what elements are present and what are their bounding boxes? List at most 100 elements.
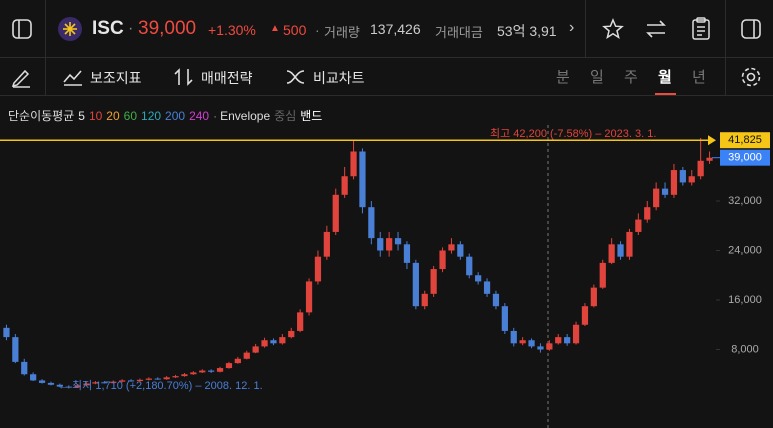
strategy-button[interactable]: 매매전략 [201, 70, 253, 86]
candle-body [412, 262, 419, 307]
volume: 137,426 [370, 21, 421, 37]
candle-body [368, 207, 375, 239]
swap-icon[interactable] [645, 18, 667, 40]
candle-body [323, 231, 330, 257]
indicators-button[interactable]: 보조지표 [90, 70, 142, 86]
candle-body [252, 346, 259, 353]
candle-body [56, 384, 63, 387]
candle-body [30, 374, 37, 381]
draw-icon[interactable] [10, 66, 32, 88]
candle-body [599, 262, 606, 288]
price: 39,000 [138, 18, 197, 39]
indicator-icon[interactable] [62, 67, 84, 87]
candle-body [154, 378, 161, 380]
period-tab[interactable]: 주 [624, 69, 638, 86]
candle-body [145, 378, 152, 380]
indicator-bar: 단순이동평균 5 10 20 60 120 200 240 · Envelope 중심 밴드 [0, 104, 773, 124]
panel-icon[interactable] [741, 19, 761, 39]
y-tick-label: 24,000 [728, 244, 762, 256]
ma-period: 60 [123, 109, 138, 123]
candle-body [288, 330, 295, 338]
candle-body [555, 337, 562, 344]
max-note: 최고 42,200 (-7.58%) – 2023. 3. 1. [490, 127, 656, 140]
candle-body [270, 340, 277, 344]
candle-body [119, 380, 126, 382]
candle-body [670, 170, 678, 195]
candle-body [688, 176, 695, 183]
candle-body [519, 340, 526, 344]
high-arrow [708, 135, 716, 146]
indicator-legend: 단순이동평균 5 10 20 60 120 200 240 · Envelope 중심 밴드 [8, 107, 322, 124]
header: ISC · 39,000 +1.30% ▲ 500 · 거래량 137,426 … [0, 0, 773, 58]
layout-icon[interactable] [12, 19, 32, 39]
candle-body [644, 207, 651, 220]
candle-body [38, 380, 46, 383]
symbol: ISC [92, 18, 124, 39]
logo [58, 17, 82, 41]
candle-body [421, 293, 428, 307]
candle-body [626, 231, 633, 257]
candle-body [341, 176, 348, 195]
candle-body [65, 386, 72, 388]
candle-body [386, 238, 393, 251]
candle-body [706, 157, 713, 161]
candle-body [163, 377, 170, 380]
min-note: ← 최저 1,710 (+2,180.70%) – 2008. 12. 1. [58, 379, 263, 392]
compare-icon[interactable] [285, 67, 307, 87]
y-tick-label: 8,000 [731, 343, 759, 355]
candle-body [74, 385, 81, 388]
strategy-icon[interactable] [173, 67, 195, 87]
settings-icon[interactable] [739, 65, 763, 89]
candle-body [697, 160, 704, 177]
candle-body [679, 170, 686, 183]
candle-body [466, 256, 473, 276]
candle-body [110, 381, 117, 383]
candle-body [475, 275, 482, 282]
envelope-center: 중심 [274, 109, 297, 123]
candle-body [572, 324, 580, 344]
candle-body [136, 379, 144, 382]
envelope-band: 밴드 [300, 109, 323, 123]
candle-body [261, 340, 268, 347]
change: 500 [283, 22, 307, 38]
ma-period: 240 [189, 109, 210, 123]
compare-button[interactable]: 비교차트 [313, 70, 365, 86]
candle-body [653, 188, 660, 208]
period-tab[interactable]: 월 [658, 69, 672, 86]
more-arrow[interactable]: › [569, 19, 575, 36]
period-tab[interactable]: 일 [590, 69, 604, 86]
candle-body [216, 368, 224, 372]
candle-body [181, 374, 188, 377]
candle-body [359, 151, 366, 208]
candle-body [3, 327, 10, 338]
ma-period: 200 [165, 109, 186, 123]
candle-body [279, 337, 286, 344]
period-tab[interactable]: 분 [556, 69, 570, 86]
favorite-icon[interactable] [602, 18, 624, 40]
period-tab[interactable]: 년 [692, 69, 706, 86]
candle-body [305, 281, 313, 313]
candle-body [332, 194, 339, 232]
y-tick-label: 32,000 [728, 195, 762, 207]
candle-body [350, 151, 357, 177]
candle-body [92, 382, 99, 384]
candle-body [483, 281, 491, 294]
candle-body [234, 358, 241, 364]
memo-icon[interactable] [690, 17, 712, 41]
candle-body [190, 372, 197, 375]
ma-period: 10 [88, 109, 103, 123]
candle-body [21, 361, 28, 375]
candle-body [501, 306, 508, 331]
high-label: 41,825 [728, 134, 762, 146]
candle-body [403, 244, 411, 263]
candle-body [448, 244, 455, 251]
candle-body [510, 330, 517, 344]
change-pct: +1.30% [208, 22, 256, 38]
envelope: Envelope [220, 109, 271, 123]
candle-body [12, 337, 19, 362]
candle-body [617, 244, 624, 257]
candle-body [439, 250, 446, 270]
candle-body [581, 306, 589, 325]
candle-body [608, 244, 615, 263]
